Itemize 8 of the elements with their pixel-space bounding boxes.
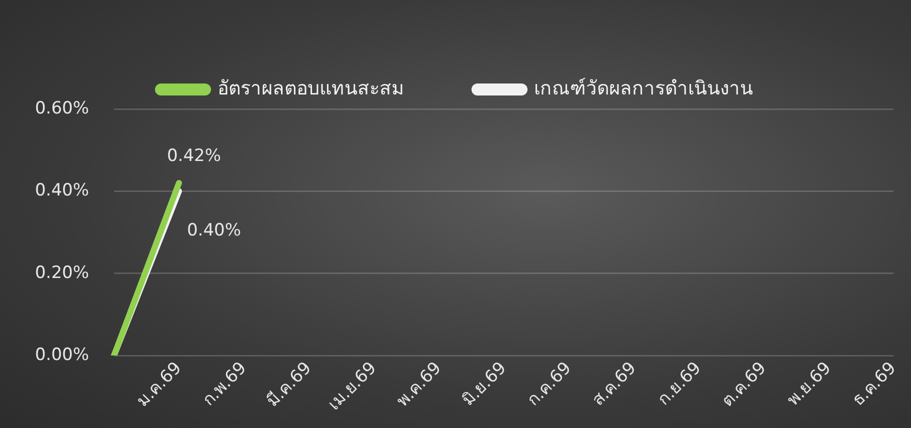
- y-tick-label: 0.40%: [34, 180, 90, 201]
- data-label: 0.42%: [166, 146, 221, 166]
- legend-label: อัตราผลตอบแทนสะสม: [218, 77, 404, 100]
- y-tick-label: 0.60%: [34, 98, 90, 118]
- data-label: 0.40%: [186, 220, 241, 241]
- legend-label: เกณฑ์วัดผลการดำเนินงาน: [534, 77, 753, 100]
- y-tick-label: 0.00%: [34, 344, 90, 365]
- y-tick-label: 0.20%: [34, 262, 90, 283]
